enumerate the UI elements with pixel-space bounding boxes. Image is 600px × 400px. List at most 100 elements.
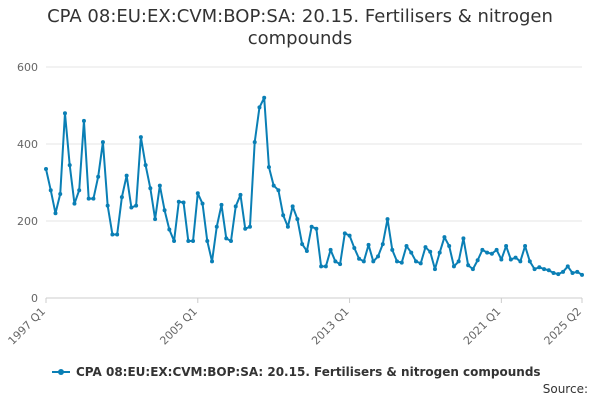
data-point[interactable] <box>480 247 485 252</box>
data-point[interactable] <box>508 257 513 262</box>
data-point[interactable] <box>153 217 158 222</box>
data-point[interactable] <box>442 235 447 240</box>
data-point[interactable] <box>523 244 528 249</box>
data-point[interactable] <box>319 264 324 269</box>
data-point[interactable] <box>361 259 366 264</box>
data-point[interactable] <box>186 239 191 244</box>
data-point[interactable] <box>115 232 120 237</box>
data-point[interactable] <box>62 111 67 116</box>
data-point[interactable] <box>366 242 371 247</box>
data-point[interactable] <box>409 250 414 255</box>
data-point[interactable] <box>119 195 124 200</box>
data-point[interactable] <box>428 249 433 254</box>
data-point[interactable] <box>390 247 395 252</box>
data-point[interactable] <box>489 251 494 256</box>
data-point[interactable] <box>504 244 509 249</box>
data-point[interactable] <box>205 239 210 244</box>
data-point[interactable] <box>276 188 281 193</box>
data-point[interactable] <box>485 250 490 255</box>
data-point[interactable] <box>300 242 305 247</box>
data-point[interactable] <box>494 247 499 252</box>
data-point[interactable] <box>395 259 400 264</box>
data-point[interactable] <box>181 200 186 205</box>
data-point[interactable] <box>228 239 233 244</box>
data-point[interactable] <box>214 224 219 229</box>
data-point[interactable] <box>219 202 224 207</box>
data-point[interactable] <box>580 272 584 277</box>
data-point[interactable] <box>224 236 229 241</box>
data-point[interactable] <box>418 261 423 266</box>
data-point[interactable] <box>295 217 300 222</box>
legend[interactable]: CPA 08:EU:EX:CVM:BOP:SA: 20.15. Fertilis… <box>52 365 541 379</box>
data-point[interactable] <box>575 269 580 274</box>
data-point[interactable] <box>527 259 532 264</box>
data-point[interactable] <box>314 226 319 231</box>
data-point[interactable] <box>556 272 561 277</box>
data-point[interactable] <box>290 204 295 209</box>
data-point[interactable] <box>461 236 466 241</box>
data-point[interactable] <box>347 233 352 238</box>
data-point[interactable] <box>252 140 257 145</box>
data-point[interactable] <box>546 268 551 273</box>
data-point[interactable] <box>53 211 58 216</box>
data-point[interactable] <box>352 245 357 250</box>
data-point[interactable] <box>243 226 248 231</box>
data-point[interactable] <box>44 167 48 172</box>
data-point[interactable] <box>262 95 267 100</box>
data-point[interactable] <box>247 224 252 229</box>
data-point[interactable] <box>404 244 409 249</box>
data-point[interactable] <box>200 201 205 206</box>
data-point[interactable] <box>176 199 181 204</box>
data-point[interactable] <box>172 239 177 244</box>
data-point[interactable] <box>338 262 343 267</box>
data-point[interactable] <box>513 255 518 260</box>
data-point[interactable] <box>357 256 362 261</box>
data-point[interactable] <box>499 257 504 262</box>
data-point[interactable] <box>432 267 437 272</box>
data-point[interactable] <box>561 269 566 274</box>
data-point[interactable] <box>309 224 314 229</box>
data-point[interactable] <box>323 264 328 269</box>
data-point[interactable] <box>551 270 556 275</box>
data-point[interactable] <box>257 105 262 110</box>
data-point[interactable] <box>143 163 148 168</box>
data-point[interactable] <box>333 259 338 264</box>
data-point[interactable] <box>542 267 547 272</box>
data-point[interactable] <box>371 259 376 264</box>
data-point[interactable] <box>129 205 134 210</box>
data-point[interactable] <box>86 196 91 201</box>
data-point[interactable] <box>162 208 167 213</box>
data-point[interactable] <box>48 188 53 193</box>
data-point[interactable] <box>413 259 418 264</box>
data-point[interactable] <box>447 244 452 249</box>
data-point[interactable] <box>376 254 381 259</box>
data-point[interactable] <box>210 259 215 264</box>
data-point[interactable] <box>266 165 271 170</box>
data-point[interactable] <box>91 196 96 201</box>
data-point[interactable] <box>537 265 542 270</box>
data-point[interactable] <box>238 192 243 197</box>
data-point[interactable] <box>470 267 475 272</box>
data-point[interactable] <box>58 192 63 197</box>
data-point[interactable] <box>72 201 77 206</box>
data-point[interactable] <box>451 264 456 269</box>
data-point[interactable] <box>385 217 390 222</box>
data-point[interactable] <box>157 183 162 188</box>
data-point[interactable] <box>110 232 115 237</box>
data-point[interactable] <box>67 163 72 168</box>
data-point[interactable] <box>81 118 86 123</box>
data-point[interactable] <box>191 239 196 244</box>
data-point[interactable] <box>167 227 172 232</box>
data-point[interactable] <box>475 258 480 263</box>
data-point[interactable] <box>380 242 385 247</box>
data-point[interactable] <box>466 263 471 268</box>
data-point[interactable] <box>138 135 143 140</box>
data-point[interactable] <box>437 250 442 255</box>
data-point[interactable] <box>570 270 575 275</box>
data-point[interactable] <box>124 173 129 178</box>
data-point[interactable] <box>195 191 200 196</box>
data-point[interactable] <box>342 231 347 236</box>
data-point[interactable] <box>399 260 404 265</box>
data-point[interactable] <box>233 204 238 209</box>
data-point[interactable] <box>96 174 101 179</box>
